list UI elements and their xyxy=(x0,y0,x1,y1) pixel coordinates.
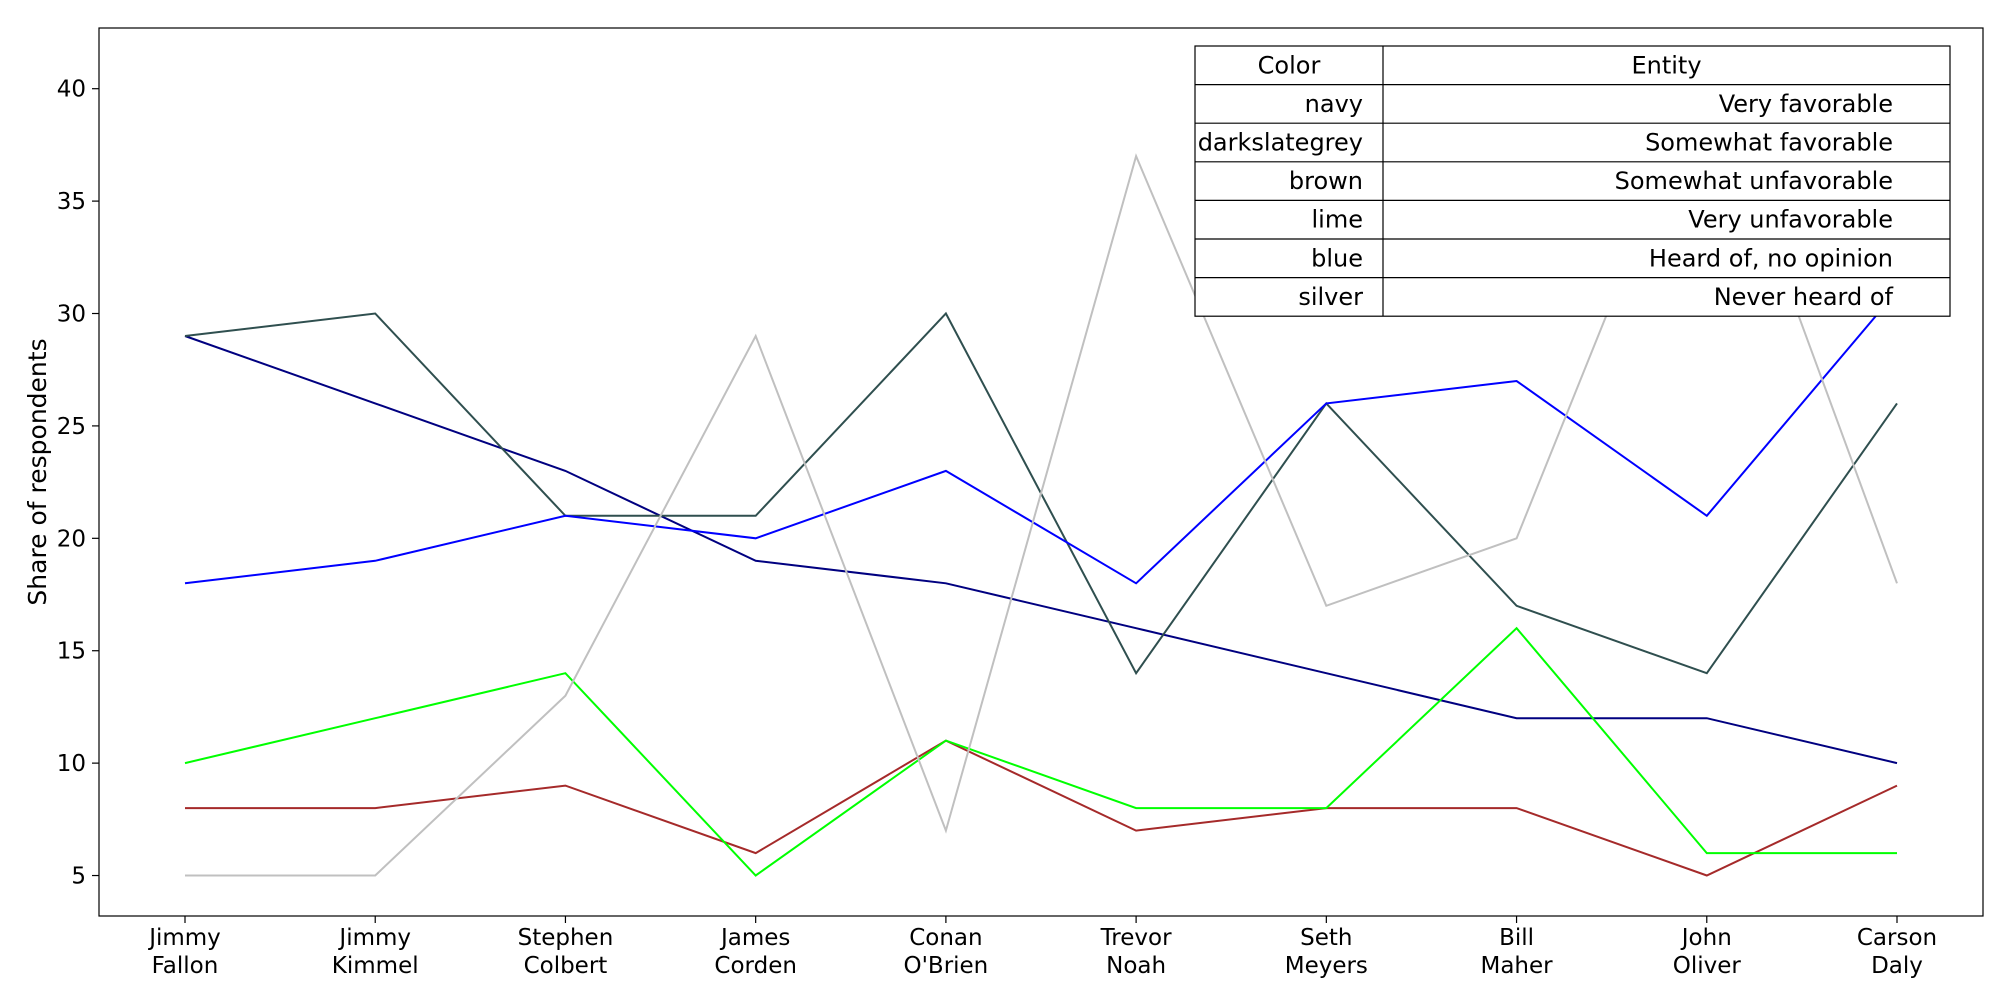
y-tick-label: 40 xyxy=(57,77,86,103)
legend-table-frame xyxy=(1194,45,1951,317)
y-tick-label: 5 xyxy=(71,864,86,890)
y-axis-label: Share of respondents xyxy=(23,338,52,605)
x-tick-label: James Corden xyxy=(714,925,797,979)
legend-entity-name: Never heard of xyxy=(1714,283,1894,311)
y-tick-label: 30 xyxy=(57,302,86,328)
x-tick-label: Conan O'Brien xyxy=(903,925,988,979)
y-tick-label: 10 xyxy=(57,751,86,777)
x-tick-label: Jimmy Kimmel xyxy=(332,925,419,979)
legend-color-name: darkslategrey xyxy=(1198,129,1363,157)
x-tick-label: Stephen Colbert xyxy=(518,925,614,979)
y-tick-label: 20 xyxy=(57,526,86,552)
legend-entity-name: Heard of, no opinion xyxy=(1649,244,1893,272)
legend-color-name: navy xyxy=(1305,90,1363,118)
x-tick-label: Seth Meyers xyxy=(1285,925,1368,979)
legend-table: Color Entity navy Very favorable darkslategr… xyxy=(1194,45,1951,317)
legend-entity-name: Very unfavorable xyxy=(1688,206,1893,234)
series-line-3 xyxy=(185,739,1898,877)
x-tick-label: Trevor Noah xyxy=(1100,925,1172,979)
series-line-1 xyxy=(184,335,1898,765)
y-axis: 5 10 15 20 25 30 35 40 xyxy=(57,77,99,890)
y-tick-label: 15 xyxy=(57,639,86,665)
legend-color-name: blue xyxy=(1311,244,1363,272)
x-tick-label: Bill Maher xyxy=(1480,925,1553,979)
series-line-4 xyxy=(184,626,1897,877)
legend-entity-name: Very favorable xyxy=(1719,90,1893,118)
x-tick-label: Carson Daly xyxy=(1857,925,1937,979)
legend-header-entity: Entity xyxy=(1631,51,1701,79)
legend-header-color: Color xyxy=(1258,51,1321,79)
series-line-5 xyxy=(184,290,1898,585)
legend-entity-name: Somewhat favorable xyxy=(1645,129,1893,157)
legend-color-name: lime xyxy=(1312,206,1363,234)
legend-entity-name: Somewhat unfavorable xyxy=(1615,167,1893,195)
y-tick-label: 25 xyxy=(57,414,86,440)
plot-frame xyxy=(98,27,1984,917)
legend-color-name: brown xyxy=(1289,167,1363,195)
y-tick-label: 35 xyxy=(57,189,86,215)
legend-color-name: silver xyxy=(1298,283,1363,311)
x-axis: Jimmy Fallon Jimmy Kimmel Stephen Colbert Jame… xyxy=(147,916,1937,979)
x-tick-label: Jimmy Fallon xyxy=(147,925,221,979)
x-tick-label: John Oliver xyxy=(1673,925,1742,979)
